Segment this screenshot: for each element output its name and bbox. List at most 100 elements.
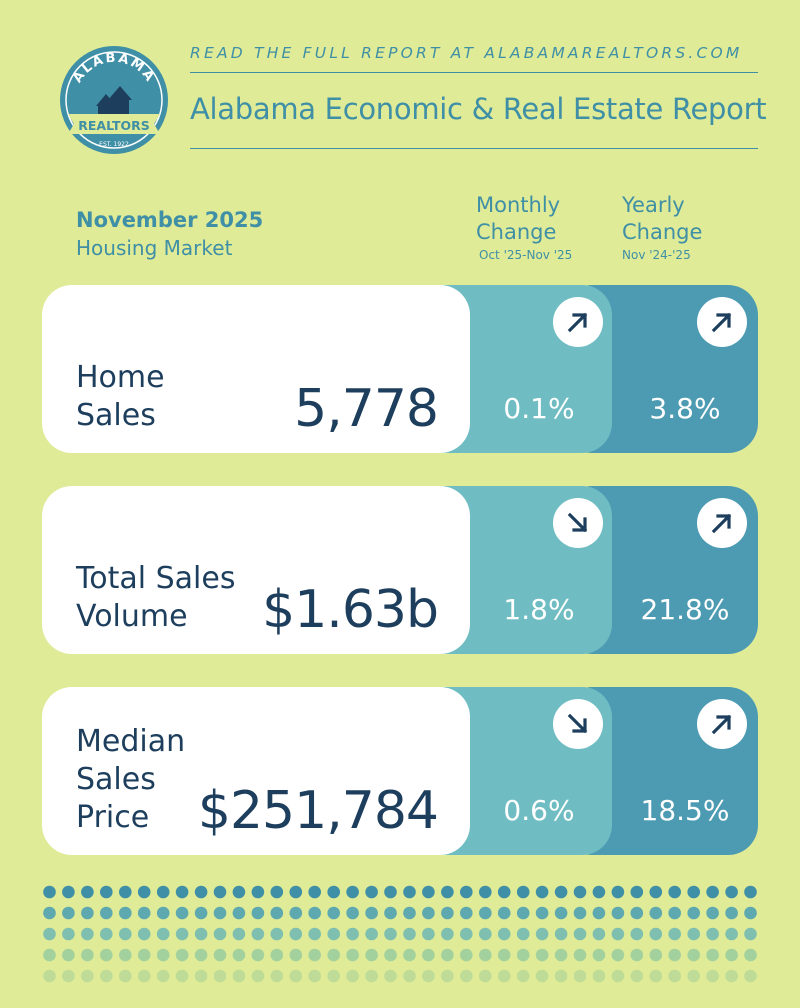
yearly-change-header: Yearly Change Nov '24-'25 — [622, 193, 703, 262]
header-divider-bottom — [190, 148, 758, 149]
decorative-dot — [175, 969, 189, 983]
decorative-dot — [137, 927, 151, 941]
decorative-dot — [251, 948, 265, 962]
decorative-dot — [213, 969, 227, 983]
decorative-dot — [611, 948, 625, 962]
decorative-dot — [194, 906, 208, 920]
decorative-dot — [554, 969, 568, 983]
decorative-dot — [725, 948, 738, 962]
decorative-dot — [744, 969, 757, 983]
decorative-dot — [668, 969, 681, 983]
decorative-dot — [270, 927, 284, 941]
decorative-dot — [62, 885, 75, 899]
decorative-dot — [460, 885, 473, 899]
decorative-dot — [516, 885, 530, 899]
decorative-dot — [668, 948, 681, 962]
decorative-dot — [422, 948, 435, 962]
decorative-dot — [479, 906, 492, 920]
decorative-dot — [706, 927, 719, 941]
decorative-dot — [460, 948, 473, 962]
decorative-dot — [592, 969, 606, 983]
decorative-dot — [100, 927, 113, 941]
decorative-dot — [251, 885, 265, 899]
decorative-dot — [687, 927, 700, 941]
decorative-dot — [592, 906, 606, 920]
decorative-dot — [327, 969, 341, 983]
decorative-dot — [62, 969, 75, 983]
decorative-dot — [687, 969, 700, 983]
decorative-dot — [308, 885, 322, 899]
decorative-dot — [744, 948, 757, 962]
decorative-dot — [649, 927, 663, 941]
decorative-dot — [744, 885, 757, 899]
decorative-dot — [327, 885, 341, 899]
decorative-dot — [119, 969, 132, 983]
monthly-change-value: 0.1% — [503, 392, 575, 425]
decorative-dot — [630, 969, 644, 983]
decorative-dot — [611, 927, 625, 941]
metric-card — [42, 486, 470, 654]
decorative-dot — [403, 969, 416, 983]
decorative-dot — [346, 885, 359, 899]
decorative-dot — [403, 885, 416, 899]
monthly-change-header: Monthly Change Oct '25-Nov '25 — [476, 193, 573, 262]
decorative-dot — [81, 948, 94, 962]
period-subtitle: Housing Market — [76, 236, 233, 260]
decorative-dot — [554, 948, 568, 962]
decorative-dot — [535, 906, 549, 920]
decorative-dot — [573, 948, 587, 962]
decorative-dot — [232, 906, 246, 920]
decorative-dot — [137, 885, 151, 899]
yearly-change-value: 3.8% — [649, 392, 721, 425]
decorative-dot — [289, 948, 303, 962]
header-divider-top — [190, 72, 758, 73]
decorative-dot — [289, 885, 303, 899]
decorative-dot — [441, 885, 454, 899]
decorative-dot — [725, 906, 738, 920]
decorative-dot — [346, 927, 359, 941]
decorative-dot — [100, 885, 113, 899]
decorative-dot — [43, 927, 56, 941]
decorative-dot — [422, 906, 435, 920]
decorative-dot — [441, 906, 454, 920]
decorative-dot — [43, 948, 56, 962]
decorative-dot — [43, 885, 56, 899]
report-title: Alabama Economic & Real Estate Report — [190, 92, 767, 126]
metric-label: Median Sales Price — [76, 724, 186, 835]
decorative-dot — [232, 885, 246, 899]
decorative-dot — [194, 927, 208, 941]
decorative-dot — [365, 927, 378, 941]
monthly-range: Oct '25-Nov '25 — [479, 248, 573, 262]
decorative-dot — [668, 885, 681, 899]
decorative-dot — [611, 885, 625, 899]
decorative-dot — [460, 969, 473, 983]
decorative-dot — [479, 969, 492, 983]
decorative-dot — [156, 927, 170, 941]
decorative-dot — [175, 885, 189, 899]
decorative-dot — [175, 906, 189, 920]
decorative-dot — [668, 906, 681, 920]
decorative-dot — [119, 948, 132, 962]
decorative-dot — [611, 906, 625, 920]
decorative-dot — [725, 885, 738, 899]
decorative-dot — [100, 906, 113, 920]
decorative-dot — [630, 948, 644, 962]
metric-label: Home Sales — [76, 360, 165, 433]
decorative-dot — [403, 906, 416, 920]
decorative-dot — [384, 969, 397, 983]
decorative-dot — [573, 927, 587, 941]
decorative-dot — [289, 927, 303, 941]
decorative-dot — [62, 927, 75, 941]
decorative-dot — [213, 906, 227, 920]
decorative-dot — [744, 906, 757, 920]
metric-row-home-sales: Home Sales 5,778 0.1% 3.8% — [42, 285, 758, 453]
decorative-dot — [327, 948, 341, 962]
arrow-down-icon — [553, 699, 603, 749]
arrow-up-icon — [697, 699, 747, 749]
decorative-dot — [592, 948, 606, 962]
decorative-dot — [725, 927, 738, 941]
decorative-dot — [194, 885, 208, 899]
decorative-dot — [479, 948, 492, 962]
decorative-dot — [270, 906, 284, 920]
decorative-dot — [497, 885, 511, 899]
